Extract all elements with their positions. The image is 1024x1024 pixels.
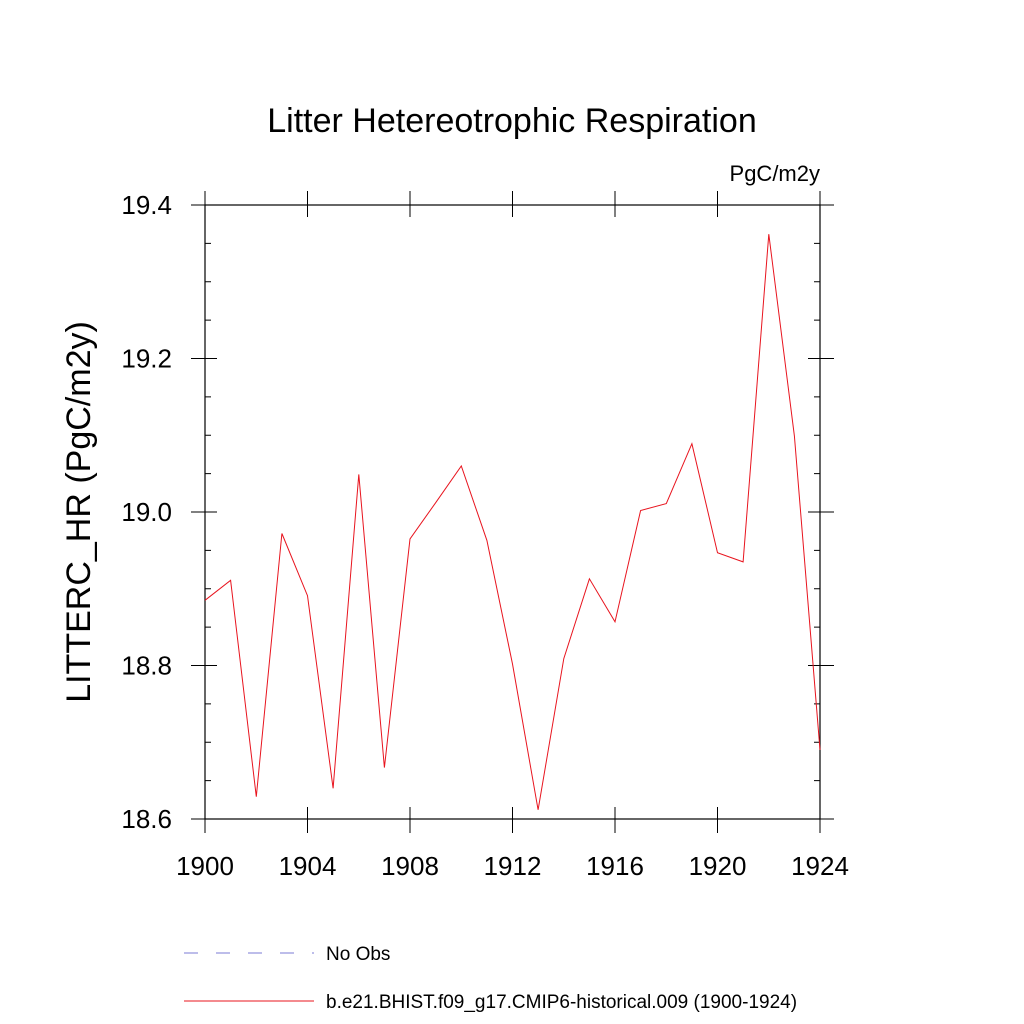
axis-ticks [191,191,834,833]
y-tick-label: 19.4 [121,190,172,220]
y-axis-label: LITTERC_HR (PgC/m2y) [60,321,98,703]
x-tick-label: 1920 [689,851,747,881]
y-tick-label: 19.2 [121,344,172,374]
y-tick-label: 18.6 [121,804,172,834]
x-tick-label: 1900 [176,851,234,881]
legend-label: No Obs [326,944,390,965]
plot-frame [204,204,821,820]
y-tick-label: 19.0 [121,497,172,527]
chart-title: Litter Hetereotrophic Respiration [267,102,756,140]
y-tick-labels: 18.6 18.8 19.0 19.2 19.4 [121,190,172,834]
x-tick-label: 1904 [279,851,337,881]
x-tick-label: 1912 [484,851,542,881]
units-label: PgC/m2y [730,161,820,186]
x-tick-label: 1916 [586,851,644,881]
x-tick-label: 1908 [381,851,439,881]
legend: No Obs b.e21.BHIST.f09_g17.CMIP6-historic… [184,944,797,1013]
series-layer [204,234,821,810]
x-tick-label: 1924 [791,851,849,881]
series-line [204,234,821,810]
legend-label: b.e21.BHIST.f09_g17.CMIP6-historical.009… [326,992,797,1013]
y-tick-label: 18.8 [121,651,172,681]
x-tick-labels: 1900 1904 1908 1912 1916 1920 1924 [176,851,849,881]
